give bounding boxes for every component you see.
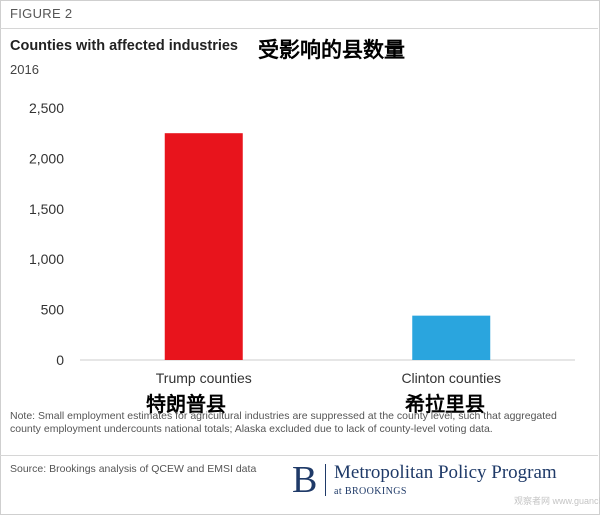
category-label: Trump counties — [156, 370, 252, 386]
y-tick-label: 500 — [41, 302, 65, 318]
category-label-cn-trump: 特朗普县 — [146, 392, 226, 416]
program-sub: at BROOKINGS — [334, 486, 407, 497]
bar-clinton-counties — [412, 315, 491, 360]
chart-title-cn: 受影响的县数量 — [258, 38, 405, 62]
chart-note: Note: Small employment estimates for agr… — [10, 410, 557, 435]
chart-title: Counties with affected industries — [10, 38, 238, 54]
program-name: Metropolitan Policy Program — [334, 462, 557, 483]
y-tick-label: 0 — [56, 352, 64, 368]
chart-subtitle: 2016 — [10, 62, 39, 77]
y-tick-label: 2,000 — [29, 150, 64, 166]
watermark: 观察者网 www.guancha.cn — [514, 496, 600, 506]
category-label-cn-clinton: 希拉里县 — [405, 392, 485, 416]
bar-chart: 0 500 1,000 1,500 2,000 2,500 Trump counties Cl… — [29, 100, 575, 386]
bottom-divider — [0, 455, 598, 456]
figure-label: FIGURE 2 — [10, 6, 73, 21]
chart-source: Source: Brookings analysis of QCEW and E… — [10, 463, 257, 475]
y-tick-label: 1,500 — [29, 201, 64, 217]
y-tick-label: 1,000 — [29, 251, 64, 267]
category-label: Clinton counties — [401, 370, 501, 386]
brookings-b-logo: B — [292, 459, 318, 501]
y-tick-label: 2,500 — [29, 100, 64, 116]
top-divider — [0, 28, 598, 29]
bar-trump-counties — [164, 133, 243, 360]
logo-divider — [325, 464, 326, 496]
